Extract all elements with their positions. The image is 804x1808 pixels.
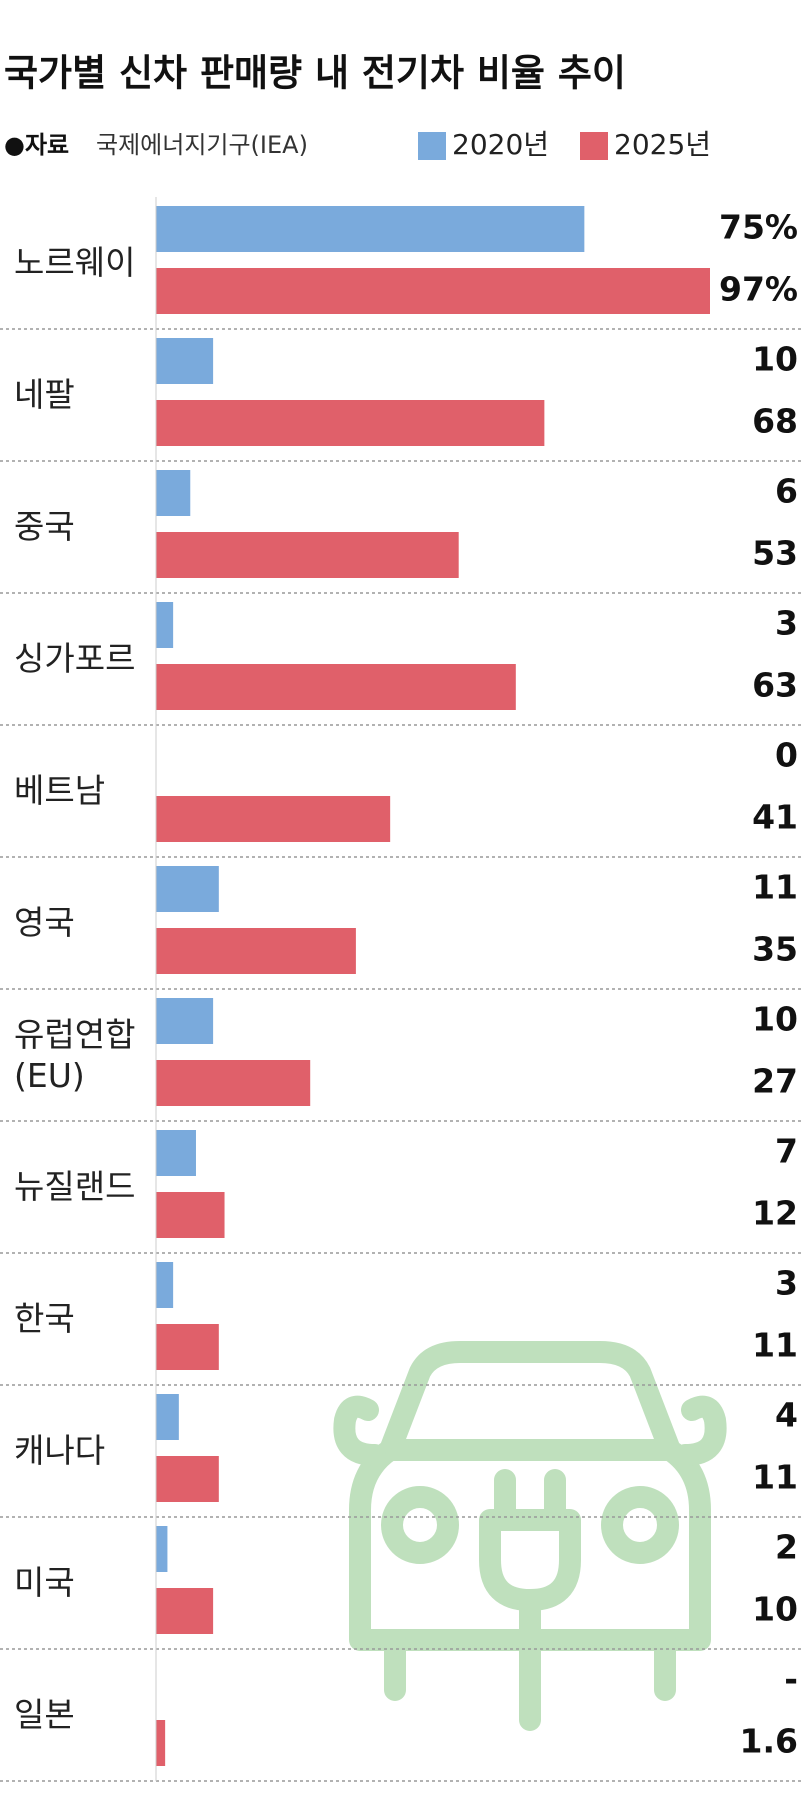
category-label: 베트남 [14,771,106,811]
value-label: 12 [752,1194,798,1233]
category-label: 한국 [14,1299,75,1339]
value-label: 11 [752,1458,798,1497]
value-label: 10 [752,1000,798,1039]
value-label: 0 [775,736,798,775]
value-label: 41 [752,798,798,837]
category-label: 미국 [14,1563,75,1603]
bar [156,338,214,384]
source-label: ●자료 [4,131,69,159]
bar [156,1130,196,1176]
category-label: 싱가포르 [14,639,136,679]
value-label: 2 [775,1528,798,1567]
bar [156,1588,214,1634]
bar [156,470,191,516]
bar [156,1720,166,1766]
value-label: 75% [719,208,798,247]
value-label: 10 [752,1590,798,1629]
bar [156,796,391,842]
bar [156,532,459,578]
value-label: 35 [752,930,798,969]
bar [156,928,356,974]
value-label: 3 [775,604,798,643]
value-label: 53 [752,534,798,573]
value-label: 68 [752,402,798,441]
category-label: 네팔 [14,375,75,415]
value-label: 11 [752,868,798,907]
bar [156,1060,311,1106]
bar [156,1526,168,1572]
source: 국제에너지기구(IEA) [96,131,308,159]
chart-title: 국가별 신차 판매량 내 전기차 비율 추이 [4,52,626,95]
category-label: 노르웨이 [14,243,136,283]
legend-swatch [580,132,608,160]
bar [156,1262,174,1308]
category-label: 캐나다 [14,1431,106,1471]
value-label: 7 [775,1132,798,1171]
bar [156,1456,219,1502]
category-label: 유럽연합 (EU) [14,1014,136,1095]
bar [156,1394,179,1440]
bar [156,206,585,252]
bar [156,998,214,1044]
value-label: 1.6 [740,1722,798,1761]
value-label: 63 [752,666,798,705]
value-label: - [784,1660,798,1699]
category-label: 중국 [14,507,75,547]
value-label: 97% [719,270,798,309]
legend-swatch [418,132,446,160]
category-label: 영국 [14,903,75,943]
legend-label: 2020년 [452,128,549,161]
value-label: 27 [752,1062,798,1101]
bar [156,1192,225,1238]
category-label: 일본 [14,1695,75,1735]
bar [156,400,545,446]
bar [156,866,219,912]
bar [156,268,710,314]
value-label: 6 [775,472,798,511]
value-label: 10 [752,340,798,379]
value-label: 4 [775,1396,798,1435]
legend-label: 2025년 [614,128,711,161]
bar [156,1324,219,1370]
bar [156,664,516,710]
value-label: 3 [775,1264,798,1303]
value-label: 11 [752,1326,798,1365]
bar [156,602,174,648]
car-watermark [333,1341,727,1731]
category-label: 뉴질랜드 [14,1167,136,1207]
